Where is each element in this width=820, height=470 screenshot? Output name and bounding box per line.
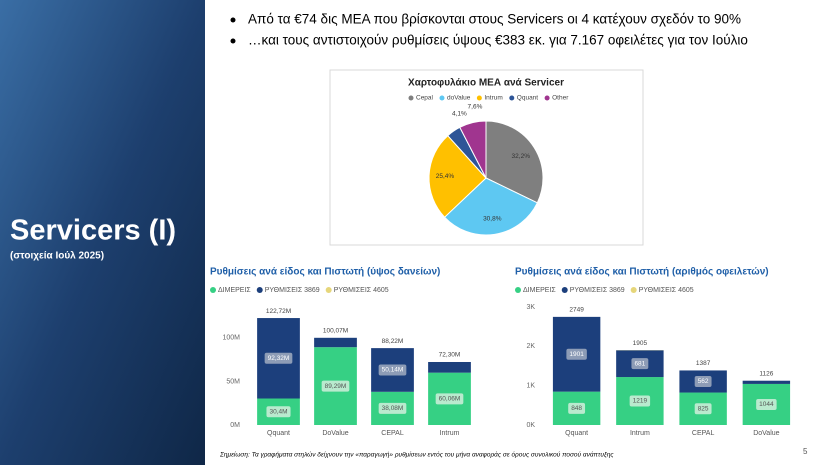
x-tick-label: Intrum [440,430,460,437]
legend-label: doValue [447,95,471,102]
y-tick-label: 0M [230,422,240,429]
legend-label: Other [552,95,569,102]
data-label: 89,29M [325,383,347,390]
y-tick-label: 0K [526,422,535,429]
data-label: 848 [571,405,582,412]
data-label: 50,14M [382,367,404,374]
data-label: 562 [698,378,709,385]
y-tick-label: 1K [526,383,535,390]
total-label: 1905 [633,340,648,347]
total-label: 88,22M [382,338,404,345]
x-tick-label: Qquant [565,430,588,437]
legend-label: ΔΙΜΕΡΕΙΣ [218,287,251,294]
legend-swatch [409,96,414,101]
bar-segment [428,362,471,373]
total-label: 1387 [696,360,711,367]
x-tick-label: Qquant [267,430,290,437]
bullet: …και τους αντιστοιχούν ρυθμίσεις ύψους €… [248,33,748,48]
x-tick-label: Intrum [630,430,650,437]
data-label: 825 [698,405,709,412]
legend-label: Cepal [416,95,434,102]
bullet: Από τα €74 δις ΜΕΑ που βρίσκονται στους … [248,12,741,27]
y-tick-label: 100M [222,335,240,342]
slide-subtitle: (στοιχεία Ιούλ 2025) [10,251,104,262]
total-label: 72,30M [439,352,461,359]
legend-swatch [210,287,216,293]
legend-swatch [326,287,332,293]
legend-swatch [631,287,637,293]
bar-segment [743,381,790,384]
data-label: 1219 [633,398,648,405]
slice-label: 25,4% [436,173,455,180]
total-label: 2749 [569,307,584,314]
legend-swatch [477,96,482,101]
data-label: 38,08M [382,405,404,412]
data-label: 1901 [569,351,584,358]
chart-title: Ρυθμίσεις ανά είδος και Πιστωτή (αριθμός… [515,267,769,278]
bullet-dot [231,18,236,23]
page-number: 5 [803,447,808,456]
total-label: 122,72M [266,308,291,315]
y-tick-label: 3K [526,304,535,311]
legend-label: ΡΥΘΜΙΣΕΙΣ 3869 [265,287,320,294]
total-label: 1126 [759,370,773,377]
legend-swatch [509,96,514,101]
legend-label: Qquant [517,95,539,102]
data-label: 681 [634,360,645,367]
legend-label: Intrum [484,95,502,102]
slide-title: Servicers (I) [10,215,176,247]
x-tick-label: DoValue [322,430,348,437]
legend-label: ΡΥΘΜΙΣΕΙΣ 4605 [334,287,389,294]
x-tick-label: CEPAL [692,430,715,437]
footnote: Σημείωση: Τα γραφήματα στηλών δείχνουν τ… [219,451,614,459]
y-tick-label: 2K [526,343,535,350]
y-tick-label: 50M [226,378,240,385]
slice-label: 4,1% [452,110,467,117]
bullet-dot [231,39,236,44]
data-label: 30,4M [269,408,287,415]
legend-label: ΔΙΜΕΡΕΙΣ [523,287,556,294]
legend-swatch [545,96,550,101]
slice-label: 7,6% [468,103,483,110]
slice-label: 30,8% [483,215,502,222]
chart-title: Ρυθμίσεις ανά είδος και Πιστωτή (ύψος δα… [210,267,440,278]
total-label: 100,07M [323,328,348,335]
data-label: 60,06M [439,396,461,403]
data-label: 92,32M [268,355,290,362]
x-tick-label: CEPAL [381,430,404,437]
slice-label: 32,2% [512,153,531,160]
legend-swatch [257,287,263,293]
chart-title: Χαρτοφυλάκιο ΜΕΑ ανά Servicer [408,78,564,89]
legend-swatch [439,96,444,101]
bar-segment [314,338,357,347]
legend-swatch [562,287,568,293]
legend-swatch [515,287,521,293]
x-tick-label: DoValue [753,430,779,437]
legend-label: ΡΥΘΜΙΣΕΙΣ 3869 [570,287,625,294]
data-label: 1044 [759,401,774,408]
legend-label: ΡΥΘΜΙΣΕΙΣ 4605 [639,287,694,294]
